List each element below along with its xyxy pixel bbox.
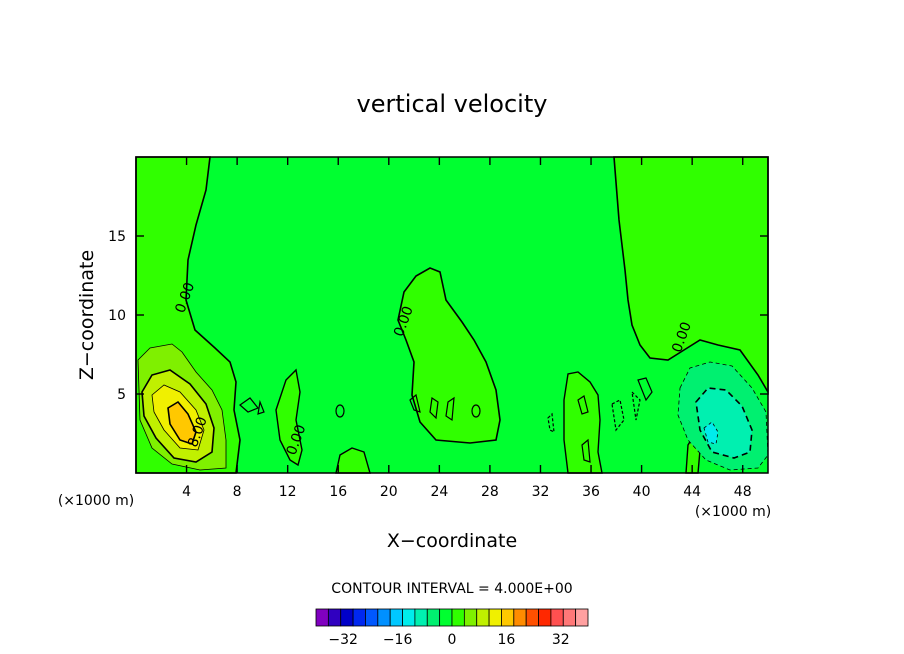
colorbar-swatch xyxy=(513,608,527,627)
chart-title: vertical velocity xyxy=(357,90,548,118)
colorbar-tick-label: 32 xyxy=(552,632,570,648)
colorbar-swatch xyxy=(501,608,515,627)
x-tick-label: 44 xyxy=(683,484,701,500)
colorbar: −32 −16 0 16 32 xyxy=(315,608,589,648)
x-tick-label: 8 xyxy=(233,484,242,500)
minor-contours xyxy=(239,377,653,463)
positive-band-right xyxy=(613,156,769,395)
x-tick-label: 24 xyxy=(430,484,448,500)
colorbar-swatch xyxy=(389,608,403,627)
x-axis: 4 8 12 16 20 24 28 32 36 40 44 48 xyxy=(182,157,752,500)
x-axis-label: X−coordinate xyxy=(387,530,517,552)
colorbar-swatch xyxy=(377,608,391,627)
colorbar-tick-label: 16 xyxy=(497,632,515,648)
x-unit-right: (×1000 m) xyxy=(695,504,771,520)
y-axis-label: Z−coordinate xyxy=(76,250,98,380)
colorbar-tick-label: −32 xyxy=(328,632,358,648)
x-tick-label: 36 xyxy=(582,484,600,500)
x-tick-label: 48 xyxy=(734,484,752,500)
colorbar-swatch xyxy=(402,608,416,627)
positive-blob-35 xyxy=(563,371,603,474)
downdraft-core xyxy=(703,421,719,445)
positive-blob-12 xyxy=(275,368,303,467)
positive-band-center xyxy=(397,267,501,444)
x-tick-label: 28 xyxy=(481,484,499,500)
y-tick-label: 15 xyxy=(108,229,126,245)
colorbar-swatch xyxy=(340,608,354,627)
contour-interval-label: CONTOUR INTERVAL = 4.000E+00 xyxy=(331,581,572,597)
colorbar-swatch xyxy=(451,608,465,627)
x-tick-label: 12 xyxy=(279,484,297,500)
x-tick-label: 32 xyxy=(532,484,550,500)
x-unit-left: (×1000 m) xyxy=(58,493,134,509)
colorbar-tick-label: 0 xyxy=(448,632,457,648)
y-tick-label: 10 xyxy=(108,308,126,324)
colorbar-swatch xyxy=(550,608,564,627)
y-axis: 5 10 15 xyxy=(108,229,768,403)
colorbar-swatch xyxy=(352,608,366,627)
colorbar-swatch xyxy=(315,608,329,627)
colorbar-swatch xyxy=(327,608,342,627)
x-tick-label: 20 xyxy=(380,484,398,500)
colorbar-swatch xyxy=(476,608,490,627)
colorbar-swatch xyxy=(488,608,502,627)
colorbar-swatch xyxy=(414,608,428,627)
x-tick-label: 16 xyxy=(329,484,347,500)
y-tick-label: 5 xyxy=(117,387,126,403)
colorbar-swatch xyxy=(426,608,441,627)
x-tick-label: 4 xyxy=(182,484,191,500)
x-tick-label: 40 xyxy=(633,484,651,500)
colorbar-swatch xyxy=(562,608,577,627)
colorbar-swatch xyxy=(538,608,552,627)
updraft-16 xyxy=(167,400,197,446)
colorbar-swatch xyxy=(365,608,379,627)
plot-area xyxy=(135,156,769,474)
colorbar-swatch xyxy=(525,608,539,627)
colorbar-swatch xyxy=(439,608,453,627)
colorbar-swatch xyxy=(463,608,478,627)
colorbar-swatch xyxy=(575,608,589,627)
colorbar-tick-label: −16 xyxy=(383,632,413,648)
